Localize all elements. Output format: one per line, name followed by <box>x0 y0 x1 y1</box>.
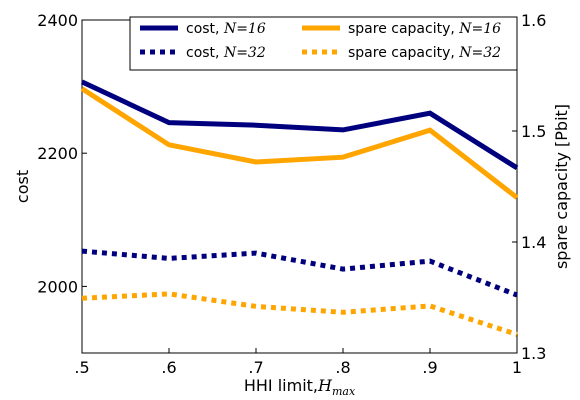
x-tick-label: .9 <box>422 358 437 377</box>
y-right-tick-label: 1.5 <box>521 122 546 141</box>
y-left-tick-label: 2400 <box>37 11 78 30</box>
y-right-axis-label: spare capacity [Pbit] <box>552 104 571 269</box>
y-left-tick-label: 2200 <box>37 144 78 163</box>
labels-layer: .5 .6 .7 .8 .9 1 2000 2200 2400 1.3 1.4 1.5 1.6 HHI l… <box>13 11 571 398</box>
y-right-tick-label: 1.6 <box>521 11 546 30</box>
series-line-0 <box>80 79 519 171</box>
series-line-3 <box>81 291 518 337</box>
legend: cost, N=16 cost, N=32 spare capacity, N=16… <box>129 16 518 71</box>
series-line-2 <box>80 86 519 200</box>
x-tick-label: 1 <box>512 358 522 377</box>
y-right-tick-label: 1.3 <box>521 344 546 363</box>
x-tick-label: .7 <box>248 358 263 377</box>
legend-label-1: cost, N=32 <box>186 45 266 61</box>
x-tick-label: .8 <box>335 358 350 377</box>
x-tick-label: .5 <box>74 358 89 377</box>
legend-label-3: spare capacity, N=32 <box>348 45 501 61</box>
series-line-1 <box>81 248 518 298</box>
y-left-axis-label: cost <box>13 170 32 203</box>
x-tick-label: .6 <box>161 358 176 377</box>
y-left-tick-label: 2000 <box>37 277 78 296</box>
series-layer <box>80 79 519 337</box>
legend-label-0: cost, N=16 <box>186 21 266 37</box>
x-axis-label: HHI limit,Hmax <box>244 376 356 398</box>
legend-label-2: spare capacity, N=16 <box>348 21 501 37</box>
y-right-tick-label: 1.4 <box>521 233 546 252</box>
